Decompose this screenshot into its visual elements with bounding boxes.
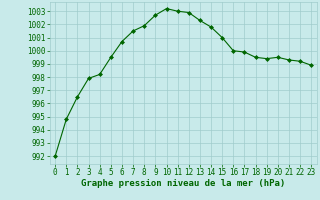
X-axis label: Graphe pression niveau de la mer (hPa): Graphe pression niveau de la mer (hPa)	[81, 179, 285, 188]
